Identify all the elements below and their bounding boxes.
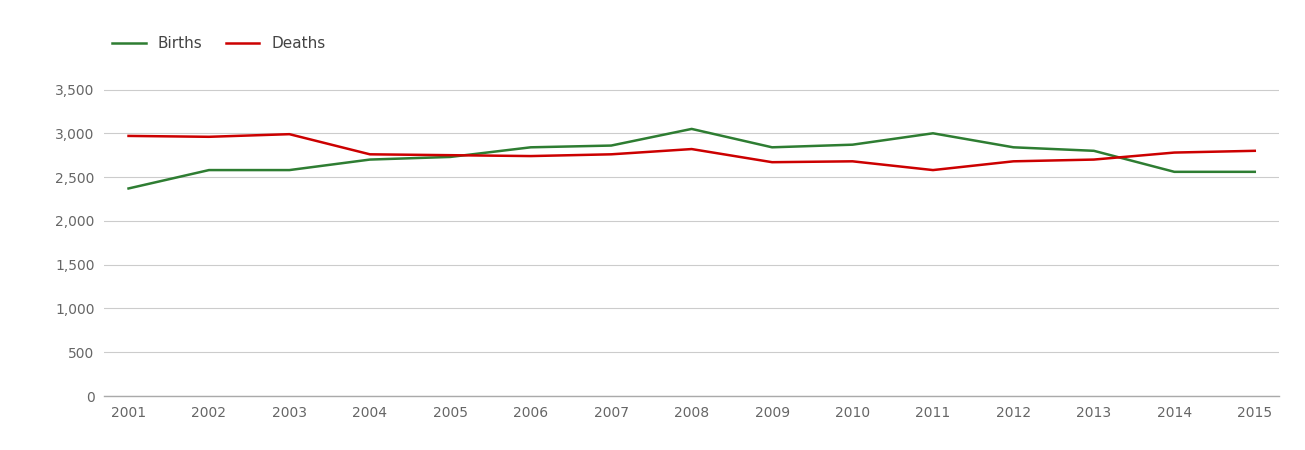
Deaths: [1006, 158, 1022, 164]
Deaths: [1086, 157, 1101, 162]
Deaths: [603, 152, 619, 157]
Births: [361, 157, 377, 162]
Deaths: [442, 153, 458, 158]
Births: [925, 130, 941, 136]
Deaths: [1167, 150, 1182, 155]
Births: [1086, 148, 1101, 153]
Legend: Births, Deaths: Births, Deaths: [112, 36, 326, 51]
Deaths: [523, 153, 539, 159]
Deaths: [201, 134, 217, 140]
Deaths: [684, 146, 699, 152]
Deaths: [844, 158, 860, 164]
Deaths: [925, 167, 941, 173]
Deaths: [282, 131, 298, 137]
Births: [1167, 169, 1182, 175]
Deaths: [361, 152, 377, 157]
Births: [201, 167, 217, 173]
Births: [442, 154, 458, 160]
Births: [603, 143, 619, 148]
Births: [1248, 169, 1263, 175]
Line: Births: Births: [128, 129, 1255, 189]
Deaths: [1248, 148, 1263, 153]
Births: [844, 142, 860, 148]
Line: Deaths: Deaths: [128, 134, 1255, 170]
Deaths: [765, 159, 780, 165]
Births: [765, 144, 780, 150]
Births: [120, 186, 136, 191]
Births: [282, 167, 298, 173]
Births: [684, 126, 699, 131]
Births: [523, 144, 539, 150]
Deaths: [120, 133, 136, 139]
Births: [1006, 144, 1022, 150]
